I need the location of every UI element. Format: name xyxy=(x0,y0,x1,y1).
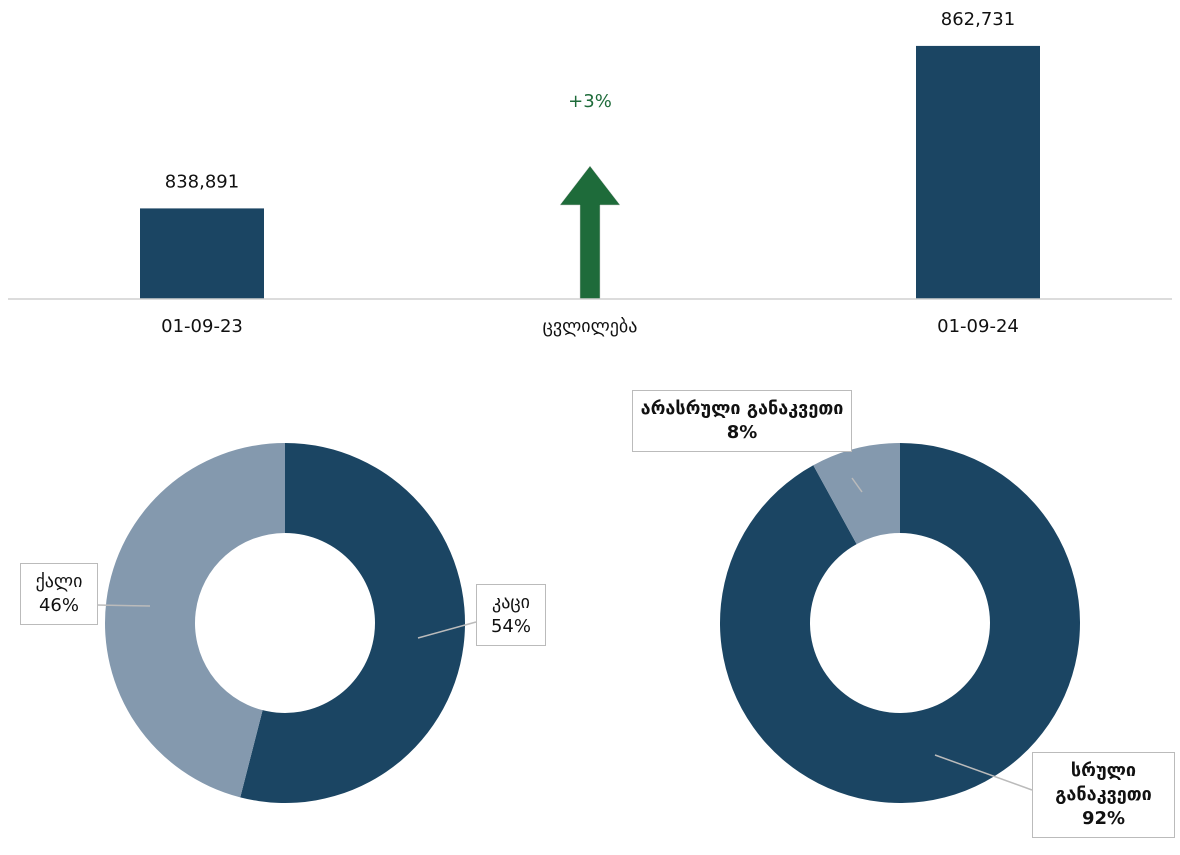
data-label: 54% xyxy=(490,616,531,637)
leader-line xyxy=(934,754,1033,791)
data-label-box: ქალი 46% xyxy=(20,563,98,625)
x-tick-label: 01-09-23 xyxy=(161,316,243,337)
donut-slice xyxy=(813,443,900,545)
data-label: 838,891 xyxy=(165,171,239,192)
donut-slice xyxy=(240,443,466,803)
leader-line xyxy=(96,604,151,607)
data-label: 862,731 xyxy=(941,9,1015,30)
category-label: ქალი xyxy=(35,571,83,592)
x-tick-label: ცვლილება xyxy=(543,316,638,337)
data-label-box: არასრული განაკვეთი 8% xyxy=(632,390,852,452)
leader-line xyxy=(417,621,477,639)
category-label: სრული განაკვეთი xyxy=(1055,760,1152,805)
change-arrow xyxy=(559,165,621,300)
data-label: 46% xyxy=(38,595,79,616)
x-tick-label: 01-09-24 xyxy=(937,316,1019,337)
data-label-box: სრული განაკვეთი 92% xyxy=(1032,752,1175,838)
category-label: არასრული განაკვეთი xyxy=(640,398,844,419)
data-label: 92% xyxy=(1081,808,1126,829)
bar xyxy=(916,45,1040,300)
bar xyxy=(140,208,264,299)
data-label-box: კაცი 54% xyxy=(476,584,546,646)
category-label: კაცი xyxy=(492,592,530,613)
donut-slice xyxy=(105,443,285,798)
donut-slice xyxy=(720,443,1080,804)
leader-line xyxy=(851,477,863,493)
change-label: +3% xyxy=(568,91,612,112)
data-label: 8% xyxy=(726,422,758,443)
